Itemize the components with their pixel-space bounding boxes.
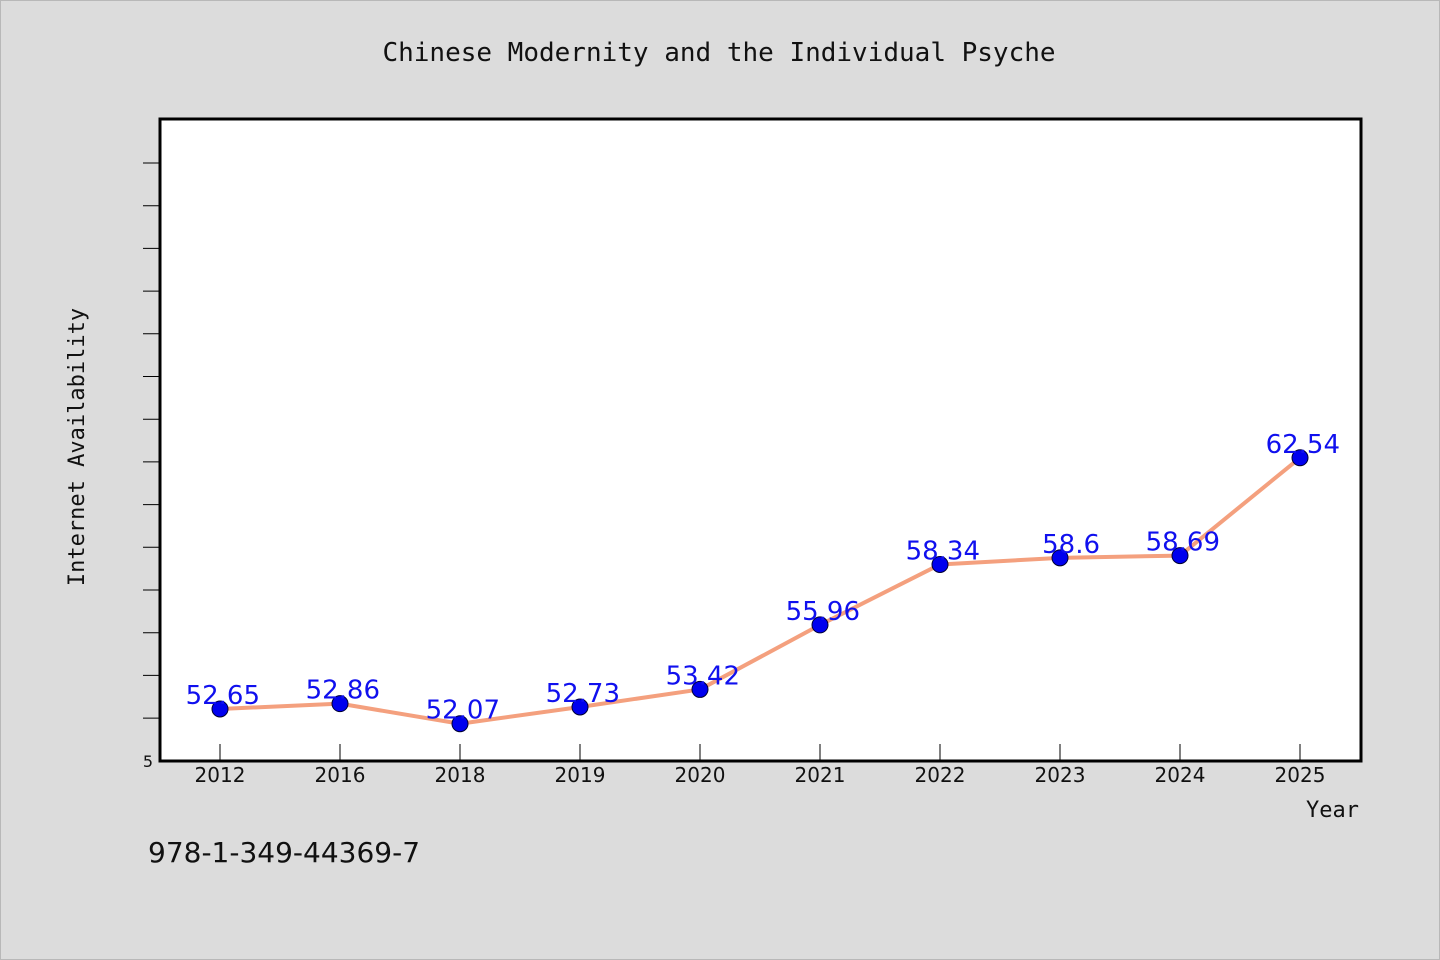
x-tick-label: 2020 xyxy=(675,763,726,787)
data-label: 53.42 xyxy=(666,661,740,691)
series-layer xyxy=(211,449,1309,733)
data-point xyxy=(331,695,349,713)
data-point xyxy=(451,715,469,733)
x-tick-label: 2019 xyxy=(555,763,606,787)
x-tick-label: 2012 xyxy=(195,763,246,787)
data-point xyxy=(1051,549,1069,567)
data-label: 52.86 xyxy=(306,676,380,706)
plot-area xyxy=(158,117,1363,763)
data-label: 52.65 xyxy=(186,681,260,711)
x-axis-ticks: 2012 2016 2018 2019 2020 2021 2022 2023 2024 2025 xyxy=(195,744,1326,787)
data-point xyxy=(931,555,949,573)
data-label: 58.69 xyxy=(1146,528,1220,558)
data-point xyxy=(571,698,589,716)
data-label: 52.07 xyxy=(426,696,500,726)
data-point xyxy=(691,680,709,698)
x-tick-label: 2025 xyxy=(1275,763,1326,787)
data-point xyxy=(1171,547,1189,565)
x-tick-label: 2016 xyxy=(315,763,366,787)
data-point xyxy=(1291,449,1309,467)
series-line xyxy=(218,455,1302,726)
data-label: 52.73 xyxy=(546,679,620,709)
data-label: 55.96 xyxy=(786,597,860,627)
data-label: 62.54 xyxy=(1266,430,1340,460)
data-point xyxy=(811,616,829,634)
data-label: 58.34 xyxy=(906,536,980,566)
x-tick-label: 2021 xyxy=(795,763,846,787)
x-tick-label: 2022 xyxy=(915,763,966,787)
y-axis-label: Internet Availability xyxy=(65,308,90,586)
y-axis-ticks: 5 xyxy=(143,162,160,771)
data-label: 58.6 xyxy=(1042,530,1100,560)
x-tick-label: 2024 xyxy=(1155,763,1206,787)
data-point xyxy=(211,700,229,718)
y-tick-label: 5 xyxy=(143,752,153,771)
x-tick-label: 2018 xyxy=(435,763,486,787)
isbn-text: 978-1-349-44369-7 xyxy=(148,836,420,869)
data-label-layer: 52.65 52.86 52.07 52.73 53.42 55.96 58.34 58.6 5… xyxy=(186,430,1340,726)
chart-title: Chinese Modernity and the Individual Psy… xyxy=(382,38,1055,68)
x-tick-label: 2023 xyxy=(1035,763,1086,787)
x-axis-label: Year xyxy=(1306,798,1359,823)
